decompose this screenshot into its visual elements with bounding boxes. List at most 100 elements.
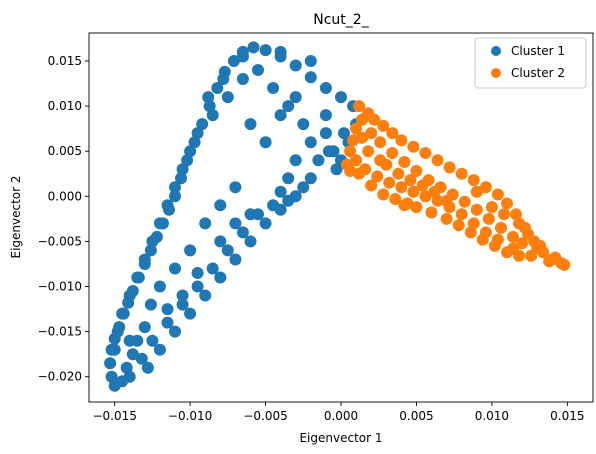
point-series-1-46: [206, 262, 219, 275]
point-series-1-118: [217, 73, 230, 85]
point-series-2-38: [344, 145, 357, 158]
point-series-1-29: [304, 71, 317, 84]
y-tick-label: 0.000: [48, 189, 82, 203]
point-series-2-51: [470, 203, 483, 216]
y-axis-label: Eigenvector 2: [9, 175, 23, 258]
point-series-2-69: [476, 233, 489, 246]
point-series-1-81: [138, 253, 151, 266]
point-series-1-62: [259, 217, 272, 230]
point-series-2-76: [392, 167, 405, 180]
point-series-1-117: [236, 50, 249, 63]
point-series-2-5: [395, 134, 408, 147]
y-tick-label: 0.015: [48, 54, 82, 68]
point-series-1-25: [247, 41, 260, 54]
point-series-2-31: [419, 190, 432, 203]
point-series-2-61: [377, 188, 390, 201]
point-series-2-83: [498, 208, 510, 221]
series-1: [104, 41, 363, 392]
point-series-1-97: [282, 194, 295, 207]
point-series-2-9: [443, 161, 456, 174]
point-series-1-28: [289, 59, 302, 72]
point-series-1-83: [123, 289, 136, 302]
point-series-1-98: [330, 163, 343, 176]
point-series-1-69: [267, 82, 280, 94]
point-series-1-108: [229, 217, 242, 230]
point-series-2-89: [356, 131, 369, 144]
point-series-2-62: [389, 193, 402, 205]
point-series-1-23: [227, 55, 240, 67]
point-series-2-32: [407, 185, 420, 198]
point-series-2-3: [377, 119, 390, 132]
point-series-2-80: [440, 194, 453, 207]
point-series-1-58: [199, 289, 212, 302]
point-series-2-66: [440, 212, 453, 225]
point-series-1-106: [144, 298, 157, 311]
point-series-1-1: [105, 370, 118, 383]
point-series-2-73: [344, 165, 357, 177]
point-series-1-40: [282, 172, 295, 185]
point-series-2-74: [398, 199, 411, 212]
point-series-1-57: [184, 307, 197, 320]
point-series-2-34: [383, 176, 396, 189]
point-series-2-45: [398, 156, 411, 168]
y-tick-label: 0.010: [48, 99, 82, 113]
point-series-1-60: [229, 253, 242, 266]
point-series-1-48: [176, 298, 189, 311]
point-series-1-119: [202, 91, 215, 104]
x-tick-label: −0.010: [168, 409, 212, 423]
point-series-1-54: [141, 361, 154, 374]
point-series-1-94: [319, 109, 332, 122]
point-series-1-11: [144, 244, 157, 257]
point-series-1-56: [169, 325, 181, 338]
point-series-1-47: [191, 280, 204, 293]
point-series-2-7: [419, 147, 432, 159]
point-series-1-86: [108, 343, 121, 356]
y-tick-label: −0.010: [38, 280, 82, 294]
point-series-1-93: [289, 91, 302, 104]
point-series-2-41: [356, 113, 369, 126]
point-series-1-114: [123, 334, 136, 347]
point-series-1-115: [304, 55, 317, 67]
point-series-1-75: [184, 145, 197, 158]
point-series-1-65: [304, 172, 317, 185]
point-series-1-76: [176, 163, 189, 176]
point-series-1-102: [199, 217, 212, 230]
legend-label-cluster-1: Cluster 1: [511, 44, 565, 58]
point-series-2-28: [455, 208, 468, 221]
point-series-1-38: [304, 136, 317, 149]
point-series-2-50: [458, 195, 471, 208]
point-series-1-49: [161, 316, 174, 329]
point-series-1-109: [214, 235, 227, 248]
point-series-2-87: [362, 145, 375, 158]
point-series-1-71: [236, 73, 249, 85]
point-series-1-92: [274, 109, 287, 122]
point-series-2-33: [395, 181, 408, 194]
point-series-1-113: [138, 321, 151, 334]
point-series-1-110: [191, 267, 204, 279]
point-series-2-10: [455, 167, 468, 180]
point-series-1-15: [169, 190, 181, 203]
point-series-1-53: [116, 375, 129, 388]
point-series-2-79: [428, 185, 441, 198]
point-series-2-40: [350, 122, 363, 135]
point-series-1-103: [184, 244, 197, 257]
point-series-1-30: [319, 82, 332, 94]
point-series-1-96: [297, 181, 310, 194]
point-series-2-12: [479, 181, 492, 194]
x-tick-label: −0.015: [92, 409, 136, 423]
point-series-1-26: [259, 44, 272, 57]
chart-title: Ncut_2_: [313, 12, 369, 28]
point-series-2-4: [386, 127, 399, 140]
point-series-2-11: [467, 174, 480, 187]
x-tick-label: 0.015: [550, 409, 584, 423]
point-series-2-84: [513, 217, 526, 230]
point-series-2-60: [365, 179, 378, 192]
point-series-2-72: [513, 249, 526, 262]
point-series-2-70: [488, 239, 501, 252]
point-series-2-14: [501, 197, 513, 210]
x-axis-label: Eigenvector 1: [299, 431, 382, 445]
point-series-1-107: [244, 208, 257, 221]
legend-label-cluster-2: Cluster 2: [511, 66, 565, 80]
point-series-2-64: [410, 201, 423, 214]
